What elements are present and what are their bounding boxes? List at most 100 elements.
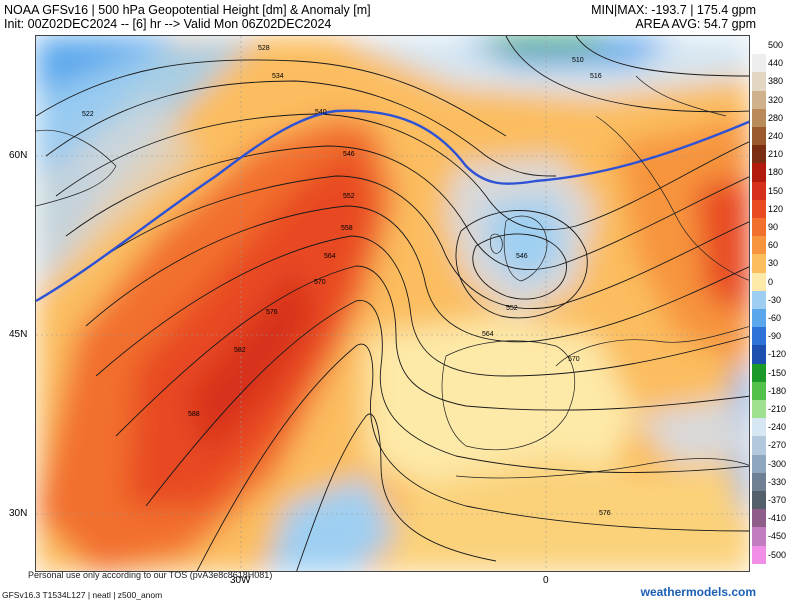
colorbar-level: 30 bbox=[752, 254, 800, 273]
colorbar-label: -300 bbox=[768, 458, 787, 469]
colorbar-label: -450 bbox=[768, 531, 787, 542]
colorbar-level: -30 bbox=[752, 290, 800, 309]
contour-label: 534 bbox=[272, 73, 284, 80]
anomaly-map: 528 534 540 546 552 558 564 570 576 582 … bbox=[36, 36, 749, 571]
colorbar-label: 180 bbox=[768, 167, 784, 178]
colorbar-label: -240 bbox=[768, 422, 787, 433]
colorbar-label: 150 bbox=[768, 185, 784, 196]
contour-label: 588 bbox=[188, 411, 200, 418]
colorbar-level: -330 bbox=[752, 472, 800, 491]
brand-link[interactable]: weathermodels.com bbox=[640, 585, 756, 599]
colorbar-level: -60 bbox=[752, 309, 800, 328]
graticule bbox=[36, 36, 749, 571]
area-average-readout: AREA AVG: 54.7 gpm bbox=[635, 17, 756, 31]
colorbar-label: -60 bbox=[768, 313, 782, 323]
colorbar-level: -150 bbox=[752, 363, 800, 382]
colorbar-level: -270 bbox=[752, 436, 800, 455]
contour-label: 570 bbox=[314, 279, 326, 286]
colorbar-label: -150 bbox=[768, 367, 787, 378]
colorbar-swatch bbox=[752, 290, 766, 309]
terms-notice: Personal use only according to our TOS (… bbox=[28, 570, 273, 580]
colorbar-level: -500 bbox=[752, 545, 800, 564]
colorbar-swatch bbox=[752, 127, 766, 146]
contour-labels: 528 534 540 546 552 558 564 570 576 582 … bbox=[82, 45, 611, 517]
colorbar-level: 440 bbox=[752, 54, 800, 73]
colorbar-label: 500 bbox=[768, 40, 784, 50]
colorbar-label: 60 bbox=[768, 240, 779, 251]
contour-label: 582 bbox=[234, 347, 246, 354]
colorbar-level: -370 bbox=[752, 491, 800, 510]
colorbar-swatch bbox=[752, 199, 766, 218]
colorbar-swatch bbox=[752, 163, 766, 182]
colorbar-label: 30 bbox=[768, 258, 779, 269]
colorbar-swatch bbox=[752, 254, 766, 273]
colorbar-level: -210 bbox=[752, 400, 800, 419]
colorbar-label: -410 bbox=[768, 513, 787, 524]
colorbar-label: -330 bbox=[768, 476, 787, 487]
contour-label: 552 bbox=[506, 305, 518, 312]
colorbar-level: 0 bbox=[752, 272, 800, 291]
colorbar-swatch bbox=[752, 345, 766, 364]
anomaly-shading bbox=[36, 36, 749, 571]
colorbar-swatch bbox=[752, 145, 766, 164]
colorbar-swatch bbox=[752, 36, 766, 55]
contour-label: 540 bbox=[315, 109, 327, 116]
colorbar-level: 380 bbox=[752, 72, 800, 91]
colorbar-level: -450 bbox=[752, 527, 800, 546]
colorbar-swatch bbox=[752, 491, 766, 510]
colorbar-level: 240 bbox=[752, 127, 800, 146]
colorbar-swatch bbox=[752, 454, 766, 473]
colorbar-swatch bbox=[752, 400, 766, 419]
colorbar-label: 440 bbox=[768, 58, 784, 69]
colorbar-swatch bbox=[752, 436, 766, 455]
lat-label-45n: 45N bbox=[9, 329, 28, 340]
colorbar-label: 210 bbox=[768, 149, 784, 160]
colorbar-swatch bbox=[752, 309, 766, 328]
colorbar-level: 90 bbox=[752, 218, 800, 237]
colorbar-label: -90 bbox=[768, 331, 782, 342]
colorbar-swatch bbox=[752, 108, 766, 127]
colorbar-label: -180 bbox=[768, 385, 787, 396]
colorbar-level: -120 bbox=[752, 345, 800, 364]
colorbar-level: 280 bbox=[752, 108, 800, 127]
colorbar-level: -240 bbox=[752, 418, 800, 437]
colorbar-swatch bbox=[752, 418, 766, 437]
colorbar-level: -410 bbox=[752, 509, 800, 528]
contour-label: 516 bbox=[590, 73, 602, 80]
contour-label: 564 bbox=[482, 331, 494, 338]
colorbar-label: -370 bbox=[768, 495, 787, 505]
colorbar-legend: 500 440 380 320 280 240 210 180 150 120 90 60 30 0 -30… bbox=[752, 36, 800, 582]
colorbar-label: 380 bbox=[768, 76, 784, 87]
contour-label: 570 bbox=[568, 356, 580, 363]
map-panel: 528 534 540 546 552 558 564 570 576 582 … bbox=[35, 35, 750, 572]
colorbar-swatch bbox=[752, 363, 766, 382]
height-contours bbox=[36, 36, 749, 571]
colorbar-label: -270 bbox=[768, 440, 787, 451]
colorbar-level: 210 bbox=[752, 145, 800, 164]
colorbar-swatch bbox=[752, 272, 766, 291]
contour-label: 576 bbox=[266, 309, 278, 316]
contour-label: 510 bbox=[572, 57, 584, 64]
colorbar-swatch bbox=[752, 472, 766, 491]
lat-label-60n: 60N bbox=[9, 150, 28, 161]
colorbar-label: 0 bbox=[768, 276, 774, 287]
colorbar-label: -500 bbox=[768, 549, 787, 560]
map-title: NOAA GFSv16 | 500 hPa Geopotential Heigh… bbox=[4, 3, 371, 17]
colorbar-level: -90 bbox=[752, 327, 800, 346]
zero-anomaly-line bbox=[36, 109, 749, 303]
colorbar-label: 320 bbox=[768, 94, 784, 105]
colorbar-label: -30 bbox=[768, 294, 782, 305]
map-subtitle: Init: 00Z02DEC2024 -- [6] hr --> Valid M… bbox=[4, 17, 332, 31]
colorbar-level: 60 bbox=[752, 236, 800, 255]
colorbar-level: 150 bbox=[752, 181, 800, 200]
colorbar-label: 120 bbox=[768, 203, 784, 214]
colorbar-label: -210 bbox=[768, 404, 787, 414]
colorbar-swatch bbox=[752, 181, 766, 200]
colorbar-swatch bbox=[752, 236, 766, 255]
model-meta: GFSv16.3 T1534L127 | neatl | z500_anom bbox=[2, 590, 163, 600]
contour-label: 558 bbox=[341, 225, 353, 232]
contour-label: 564 bbox=[324, 253, 336, 260]
contour-label: 546 bbox=[516, 253, 528, 260]
min-max-readout: MIN|MAX: -193.7 | 175.4 gpm bbox=[591, 3, 756, 17]
colorbar-level: -180 bbox=[752, 381, 800, 400]
